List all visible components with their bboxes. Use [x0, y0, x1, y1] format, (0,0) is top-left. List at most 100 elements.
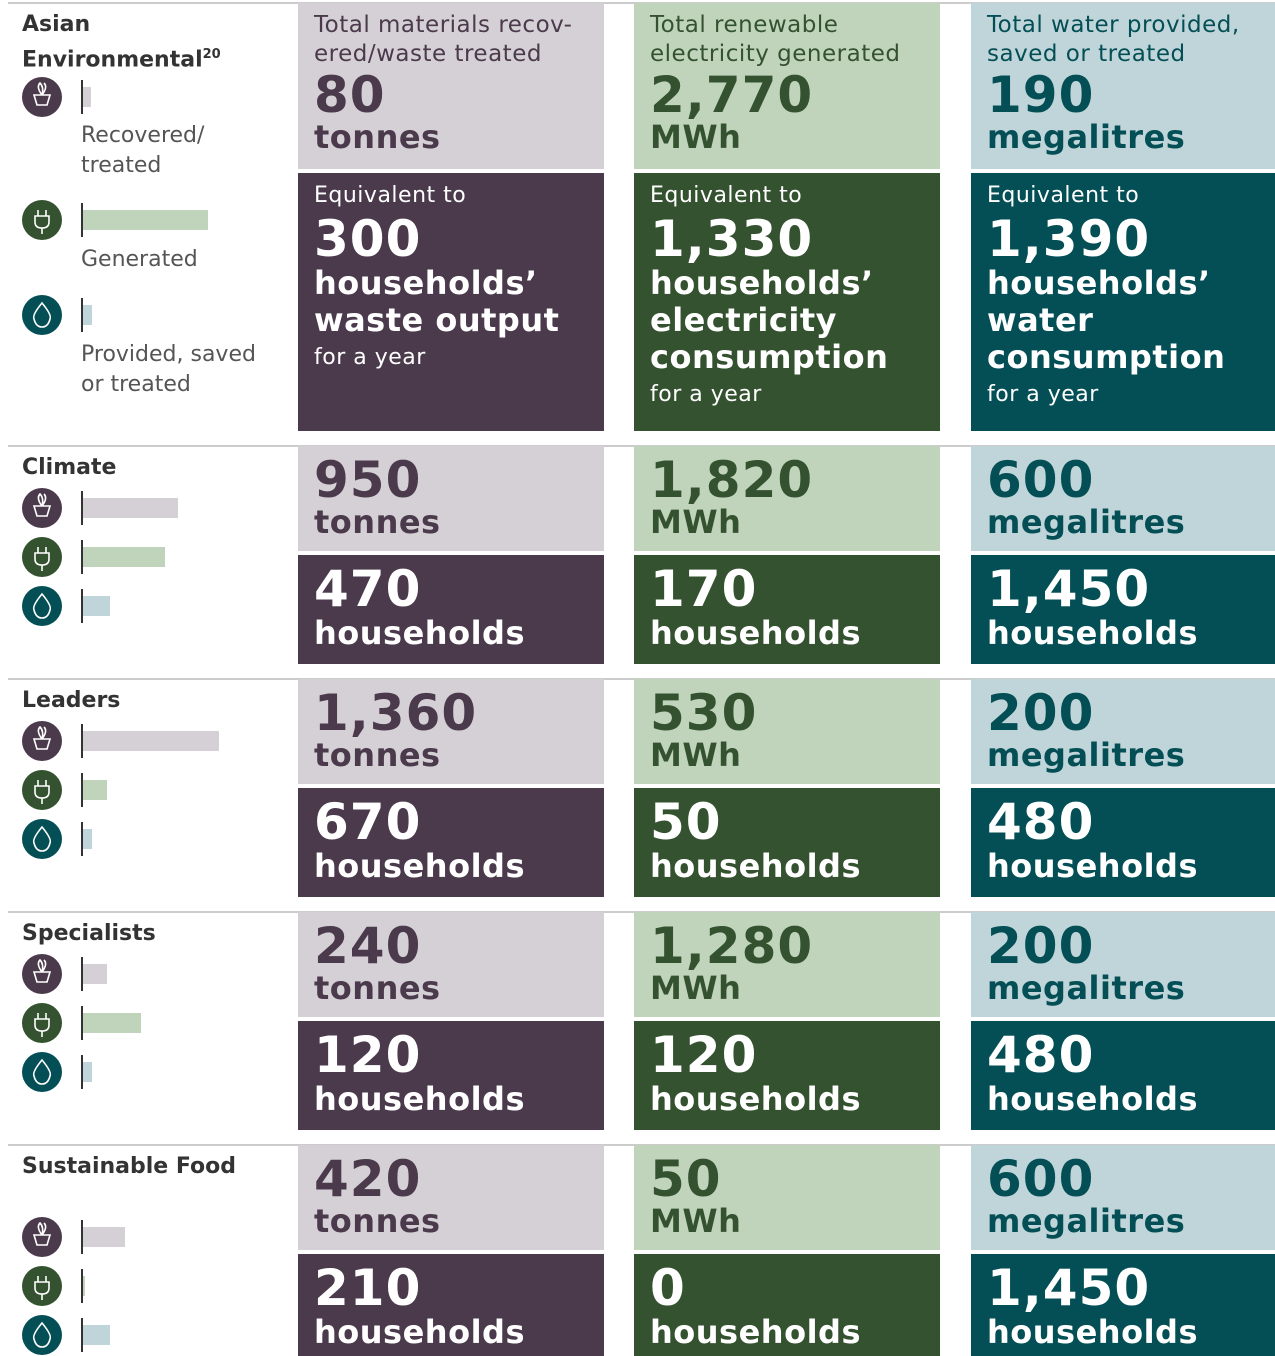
households-label: households’ waste output: [314, 264, 560, 339]
equivalent-panel: Equivalent to 1,390 households’ water cons…: [971, 173, 1275, 431]
households-label: households: [987, 847, 1198, 885]
bar-axis: [81, 80, 83, 114]
metric-icon: [22, 586, 62, 626]
amount: 1,820: [650, 451, 814, 509]
unit: MWh: [650, 118, 742, 156]
fund-name-text: Asian Environmental: [22, 12, 203, 73]
summary-panel: 1,820 MWh: [634, 446, 940, 551]
equivalent-panel: Equivalent to 1,330 households’ electricit…: [634, 173, 940, 431]
fund-name-text: Specialists: [22, 921, 156, 946]
fund-name: Specialists: [22, 919, 282, 949]
unit: tonnes: [314, 736, 441, 774]
metric-icon: [22, 77, 62, 117]
summary-panel: 950 tonnes: [298, 446, 604, 551]
amount: 600: [987, 1150, 1095, 1208]
households-label: households: [314, 847, 525, 885]
fund-name: Leaders: [22, 686, 282, 716]
households-number: 170: [650, 560, 758, 618]
metric-icon: [22, 721, 62, 761]
unit: tonnes: [314, 969, 441, 1007]
metric-bar: [83, 731, 219, 751]
fund-name: Climate: [22, 453, 282, 483]
households-number: 480: [987, 1026, 1095, 1084]
amount: 190: [987, 66, 1095, 124]
metric-bar: [83, 829, 92, 849]
bar-axis: [81, 1006, 83, 1040]
equivalent-panel: 1,450 households: [971, 1254, 1275, 1356]
period-label: for a year: [650, 382, 762, 407]
equivalent-panel: 1,450 households: [971, 555, 1275, 664]
unit: tonnes: [314, 118, 441, 156]
amount: 200: [987, 917, 1095, 975]
amount: 240: [314, 917, 422, 975]
footnote: 20: [202, 47, 221, 62]
households-number: 480: [987, 793, 1095, 851]
households-number: 120: [650, 1026, 758, 1084]
unit: megalitres: [987, 1202, 1186, 1240]
bar-axis: [81, 491, 83, 525]
fund-name-text: Sustainable Food: [22, 1154, 236, 1179]
households-label: households: [314, 1080, 525, 1118]
amount: 420: [314, 1150, 422, 1208]
households-number: 210: [314, 1259, 422, 1317]
equivalent-panel: 480 households: [971, 1021, 1275, 1130]
households-label: households: [987, 1313, 1198, 1351]
metric-bar: [83, 1325, 110, 1345]
bar-axis: [81, 1269, 83, 1303]
households-label: households: [314, 614, 525, 652]
metric-bar: [83, 596, 110, 616]
equivalent-panel: 480 households: [971, 788, 1275, 897]
equivalent-panel: 670 households: [298, 788, 604, 897]
bar-axis: [81, 540, 83, 574]
households-number: 1,450: [987, 560, 1151, 618]
amount: 530: [650, 684, 758, 742]
legend-label: Recovered/ treated: [81, 123, 205, 178]
summary-panel: 240 tonnes: [298, 912, 604, 1017]
households-label: households: [987, 614, 1198, 652]
bar-axis: [81, 298, 83, 332]
fund-name: Sustainable Food: [22, 1152, 282, 1182]
equivalent-label: Equivalent to: [987, 183, 1140, 208]
households-label: households’ electricity consumption: [650, 264, 889, 376]
bar-axis: [81, 1220, 83, 1254]
bar-axis: [81, 203, 83, 237]
fund-name-text: Climate: [22, 455, 117, 480]
households-number: 670: [314, 793, 422, 851]
bar-axis: [81, 957, 83, 991]
unit: tonnes: [314, 503, 441, 541]
unit: tonnes: [314, 1202, 441, 1240]
column-header: Total materials recov-ered/waste treated: [314, 12, 573, 67]
column-header: Total water provided, saved or treated: [987, 12, 1240, 67]
bar-axis: [81, 773, 83, 807]
metric-bar: [83, 1276, 86, 1296]
summary-panel: 50 MWh: [634, 1145, 940, 1250]
metric-bar: [83, 1013, 141, 1033]
equivalent-label: Equivalent to: [650, 183, 803, 208]
column-header: Total renewable electricity generated: [650, 12, 901, 67]
fund-name-text: Leaders: [22, 688, 121, 713]
metric-bar: [83, 780, 107, 800]
households-label: households’ water consumption: [987, 264, 1226, 376]
bar-axis: [81, 724, 83, 758]
households-number: 50: [650, 793, 722, 851]
legend-label: Generated: [81, 247, 198, 272]
metric-bar: [83, 1227, 125, 1247]
summary-panel: 1,360 tonnes: [298, 679, 604, 784]
households-label: households: [314, 1313, 525, 1351]
metric-icon: [22, 1003, 62, 1043]
equivalent-panel: 120 households: [634, 1021, 940, 1130]
summary-panel: 600 megalitres: [971, 446, 1275, 551]
summary-panel: Total water provided, saved or treated 19…: [971, 3, 1275, 169]
households-label: households: [650, 1080, 861, 1118]
metric-icon: [22, 488, 62, 528]
metric-icon: [22, 770, 62, 810]
unit: megalitres: [987, 503, 1186, 541]
unit: megalitres: [987, 118, 1186, 156]
households-number: 1,390: [987, 210, 1151, 268]
households-number: 120: [314, 1026, 422, 1084]
households-number: 470: [314, 560, 422, 618]
unit: MWh: [650, 1202, 742, 1240]
bar-axis: [81, 1055, 83, 1089]
amount: 80: [314, 66, 386, 124]
equivalent-panel: 470 households: [298, 555, 604, 664]
